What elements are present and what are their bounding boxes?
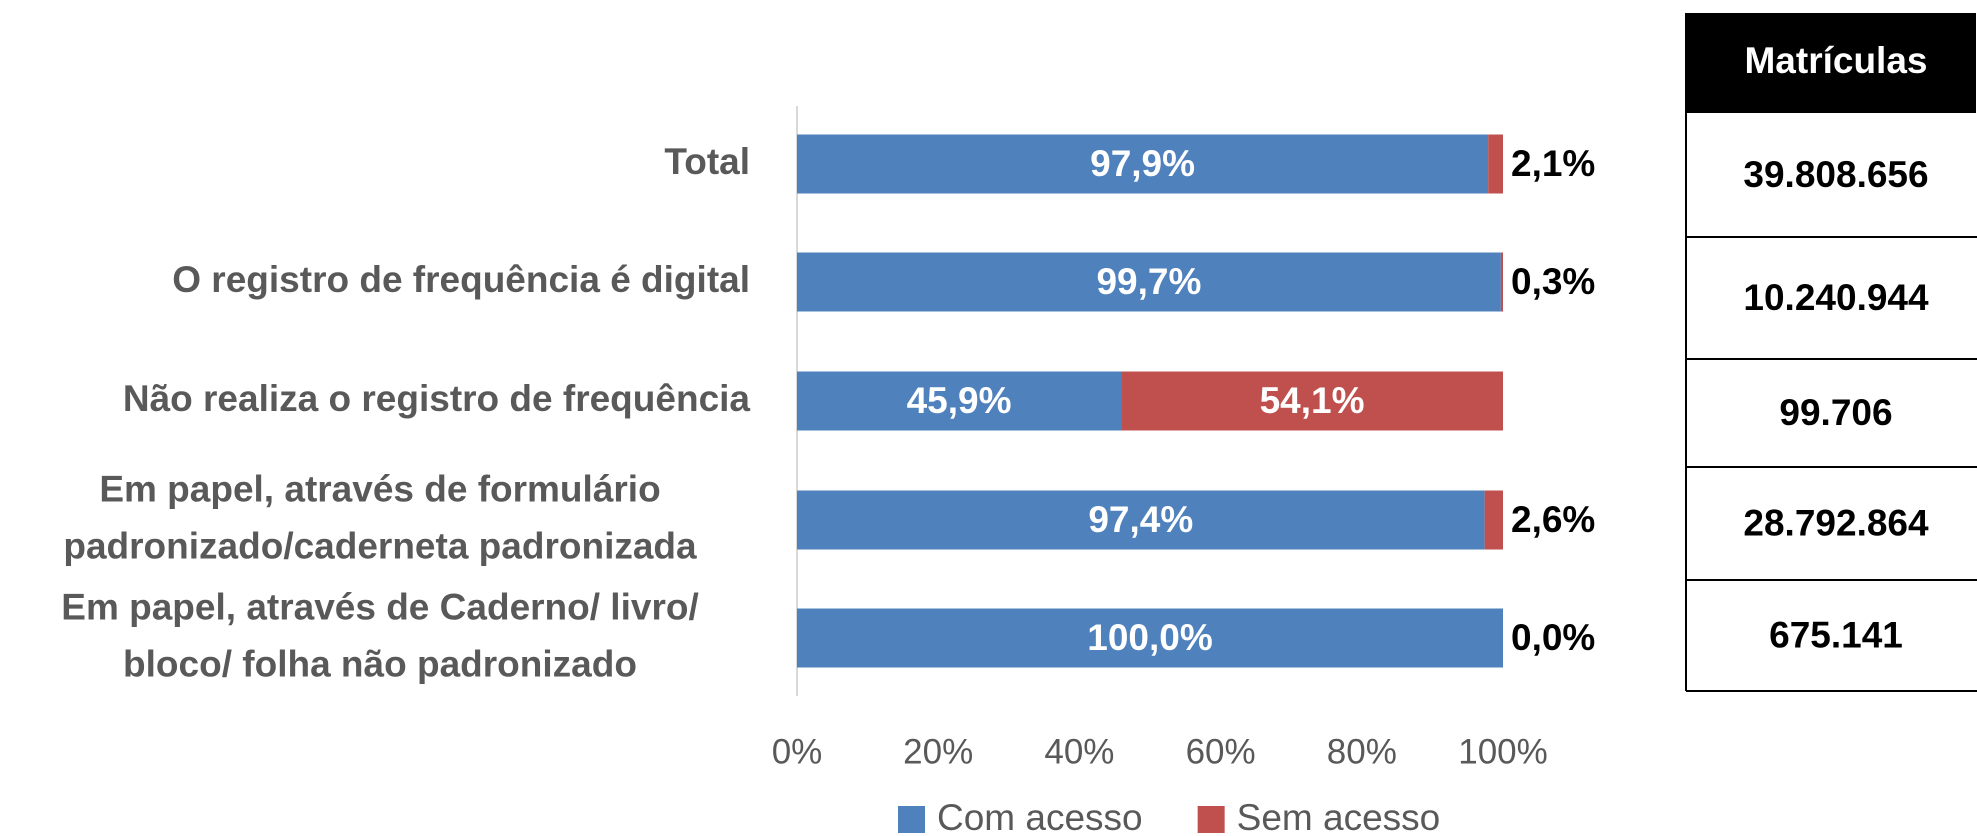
category-label: Não realiza o registro de frequência bbox=[123, 378, 751, 419]
data-label: 2,6% bbox=[1511, 499, 1595, 540]
data-label: 54,1% bbox=[1260, 380, 1365, 421]
category-label: Em papel, através de Caderno/ livro/bloc… bbox=[61, 586, 698, 684]
table-cell: 10.240.944 bbox=[1743, 277, 1929, 318]
data-label: 2,1% bbox=[1511, 143, 1595, 184]
data-label: 97,9% bbox=[1090, 143, 1195, 184]
table-cell: 99.706 bbox=[1779, 392, 1892, 433]
data-label: 100,0% bbox=[1087, 617, 1213, 658]
data-label: 99,7% bbox=[1096, 261, 1201, 302]
legend-label: Sem acesso bbox=[1237, 797, 1441, 836]
table-cell: 28.792.864 bbox=[1743, 502, 1929, 543]
bar-segment bbox=[797, 134, 1489, 194]
bar-segment bbox=[797, 371, 1122, 431]
data-label: 45,9% bbox=[907, 380, 1012, 421]
bar-segment bbox=[1488, 134, 1503, 194]
bar-segment bbox=[1121, 371, 1503, 431]
data-label: 97,4% bbox=[1088, 499, 1193, 540]
table-header-bg bbox=[1686, 13, 1976, 113]
legend-label: Com acesso bbox=[937, 797, 1143, 836]
x-tick-label: 100% bbox=[1458, 732, 1548, 771]
table-cell: 39.808.656 bbox=[1743, 154, 1928, 195]
bar-segment bbox=[797, 252, 1501, 312]
bar-segment bbox=[1484, 490, 1503, 550]
bar-segment bbox=[797, 608, 1503, 668]
x-tick-label: 0% bbox=[772, 732, 823, 771]
x-tick-label: 20% bbox=[903, 732, 973, 771]
bar-segment bbox=[797, 490, 1485, 550]
data-label: 0,3% bbox=[1511, 261, 1595, 302]
category-label: Total bbox=[664, 141, 750, 182]
category-label: O registro de frequência é digital bbox=[172, 259, 750, 300]
table-cell: 675.141 bbox=[1769, 614, 1903, 655]
legend-swatch bbox=[898, 806, 925, 833]
x-tick-label: 80% bbox=[1327, 732, 1397, 771]
x-tick-label: 40% bbox=[1044, 732, 1114, 771]
table-header: Matrículas bbox=[1744, 40, 1927, 81]
legend-swatch bbox=[1197, 806, 1225, 833]
data-label: 0,0% bbox=[1511, 617, 1595, 658]
x-tick-label: 60% bbox=[1186, 732, 1256, 771]
bar-segment bbox=[1500, 252, 1503, 312]
category-label: Em papel, através de formulário padroniza… bbox=[63, 468, 697, 566]
